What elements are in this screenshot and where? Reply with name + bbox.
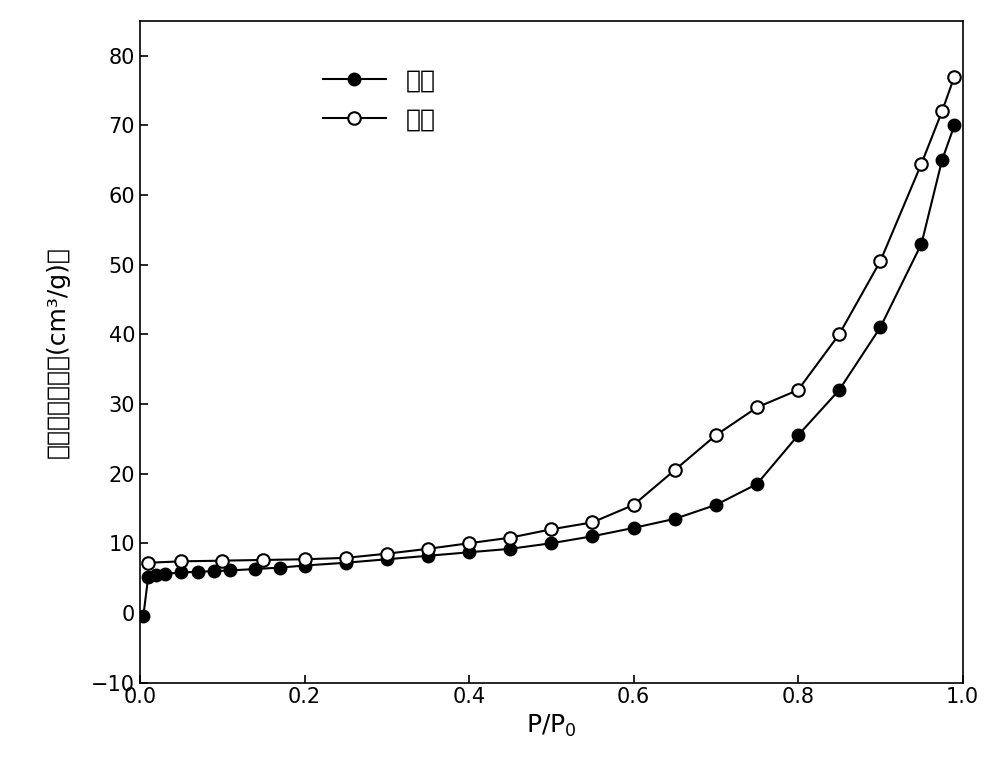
Text: 吸（脱）附量（(cm³/g)）: 吸（脱）附量（(cm³/g)） <box>46 245 70 458</box>
X-axis label: P/P$_0$: P/P$_0$ <box>526 713 577 739</box>
Legend: 吸附, 脱附: 吸附, 脱附 <box>313 59 446 142</box>
